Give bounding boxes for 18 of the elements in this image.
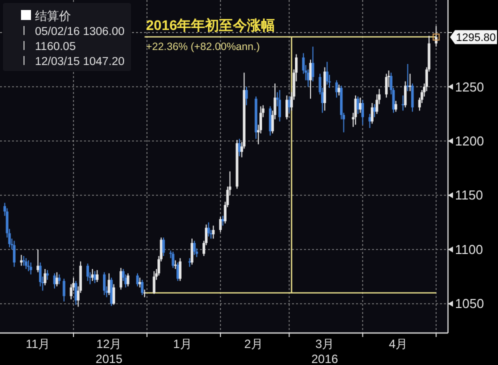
- y-tick-label: 1100: [455, 242, 483, 257]
- x-tick-label: 2月: [244, 337, 263, 351]
- annotation: +22.36% (+82.00%ann.): [146, 41, 260, 53]
- y-tick-label: 1200: [455, 134, 484, 149]
- annotation: 05/02/16 1306.00: [35, 26, 125, 38]
- x-tick-label: 3月 2016: [311, 337, 338, 365]
- annotation: 1160.05: [35, 41, 76, 53]
- y-tick-label: 1250: [455, 79, 484, 94]
- annotation: 1295.80: [456, 32, 496, 44]
- x-tick-label: 1月: [173, 337, 192, 351]
- y-tick-label: 1050: [455, 296, 484, 312]
- annotation: 2016年年初至今涨幅: [146, 17, 276, 33]
- y-tick-label: 1150: [455, 188, 483, 203]
- x-tick-label: 11月: [26, 337, 50, 351]
- x-tick-label: 4月: [388, 337, 408, 351]
- x-tick-label: 12月 2015: [96, 337, 123, 365]
- text: 结算价: [35, 9, 71, 23]
- annotation: 12/03/15 1047.20: [35, 56, 125, 68]
